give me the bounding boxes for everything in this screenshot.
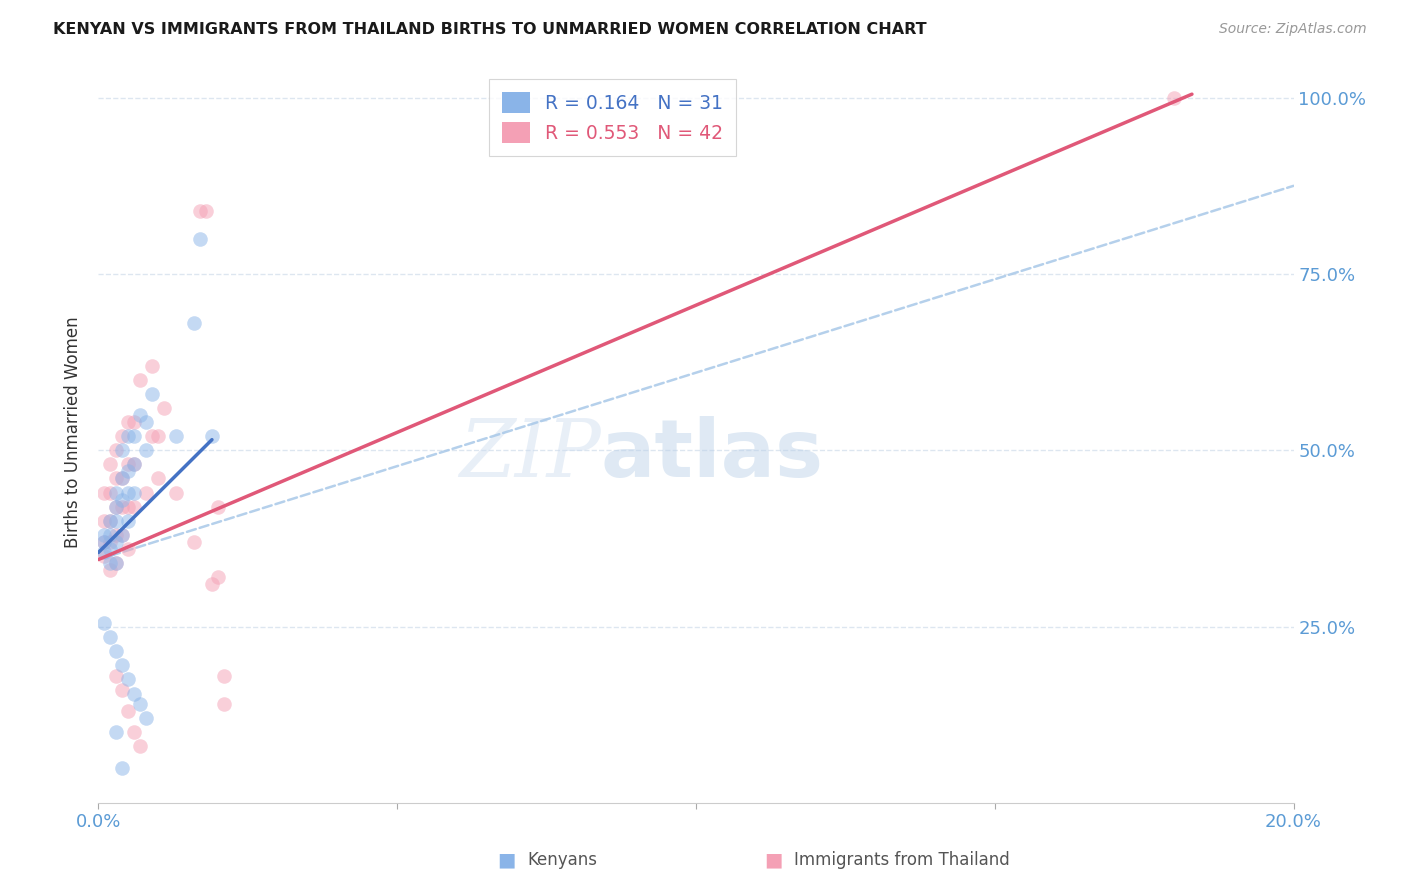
Point xyxy=(124,686,146,700)
Point xyxy=(183,316,205,330)
Point xyxy=(124,485,146,500)
Point xyxy=(105,514,128,528)
Legend: R = 0.164   N = 31, R = 0.553   N = 42: R = 0.164 N = 31, R = 0.553 N = 42 xyxy=(489,79,735,156)
Point xyxy=(111,429,134,443)
Point xyxy=(117,458,139,472)
Point xyxy=(117,500,139,514)
Point xyxy=(105,443,128,458)
Point xyxy=(105,535,128,549)
Point xyxy=(98,485,122,500)
Point xyxy=(105,485,128,500)
Point xyxy=(141,429,163,443)
Point xyxy=(93,514,115,528)
Text: atlas: atlas xyxy=(600,416,824,494)
Point xyxy=(148,429,170,443)
Point xyxy=(141,387,163,401)
Point xyxy=(111,492,134,507)
Point xyxy=(111,658,134,673)
Y-axis label: Births to Unmarried Women: Births to Unmarried Women xyxy=(65,317,83,549)
Point xyxy=(124,725,146,739)
Point xyxy=(135,415,157,429)
Point xyxy=(98,556,122,570)
Point xyxy=(165,485,187,500)
Point xyxy=(201,429,224,443)
Point xyxy=(124,500,146,514)
Point xyxy=(98,458,122,472)
Point xyxy=(93,535,115,549)
Point xyxy=(165,429,187,443)
Point xyxy=(188,203,211,218)
Point xyxy=(153,401,176,415)
Point xyxy=(117,464,139,478)
Point xyxy=(111,471,134,485)
Text: ZIP: ZIP xyxy=(458,416,600,493)
Point xyxy=(135,443,157,458)
Point xyxy=(98,563,122,577)
Point xyxy=(105,500,128,514)
Point xyxy=(111,683,134,698)
Text: KENYAN VS IMMIGRANTS FROM THAILAND BIRTHS TO UNMARRIED WOMEN CORRELATION CHART: KENYAN VS IMMIGRANTS FROM THAILAND BIRTH… xyxy=(53,22,927,37)
Point xyxy=(117,704,139,718)
Point xyxy=(111,471,134,485)
Text: Kenyans: Kenyans xyxy=(527,851,598,869)
Point xyxy=(117,485,139,500)
Point xyxy=(117,514,139,528)
Point xyxy=(111,528,134,542)
Point xyxy=(124,458,146,472)
Point xyxy=(93,615,115,630)
Point xyxy=(98,528,122,542)
Point xyxy=(195,203,218,218)
Text: Immigrants from Thailand: Immigrants from Thailand xyxy=(794,851,1010,869)
Point xyxy=(129,739,152,754)
Point xyxy=(207,570,229,584)
Point xyxy=(129,408,152,422)
Point xyxy=(111,500,134,514)
Point xyxy=(117,429,139,443)
Point xyxy=(129,373,152,387)
Point xyxy=(93,535,115,549)
Point xyxy=(98,630,122,644)
Point xyxy=(98,514,122,528)
Point xyxy=(105,556,128,570)
Point xyxy=(105,556,128,570)
Point xyxy=(105,528,128,542)
Point xyxy=(105,500,128,514)
Point xyxy=(98,535,122,549)
Point xyxy=(183,535,205,549)
Point xyxy=(105,471,128,485)
Point xyxy=(135,485,157,500)
Point xyxy=(93,528,115,542)
Point xyxy=(188,232,211,246)
Point xyxy=(93,545,115,559)
Point xyxy=(98,514,122,528)
Point xyxy=(212,697,235,711)
Point xyxy=(135,711,157,725)
Point xyxy=(207,500,229,514)
Point xyxy=(124,458,146,472)
Text: ■: ■ xyxy=(763,850,783,870)
Point xyxy=(105,725,128,739)
Point xyxy=(124,429,146,443)
Point xyxy=(117,673,139,687)
Point xyxy=(124,415,146,429)
Point xyxy=(93,485,115,500)
Point xyxy=(201,577,224,591)
Point xyxy=(98,541,122,556)
Text: Source: ZipAtlas.com: Source: ZipAtlas.com xyxy=(1219,22,1367,37)
Point xyxy=(105,669,128,683)
Point xyxy=(129,697,152,711)
Point xyxy=(141,359,163,373)
Point xyxy=(117,541,139,556)
Point xyxy=(111,528,134,542)
Point xyxy=(111,760,134,774)
Point xyxy=(148,471,170,485)
Point xyxy=(117,415,139,429)
Point xyxy=(111,443,134,458)
Text: ■: ■ xyxy=(496,850,516,870)
Point xyxy=(1163,91,1185,105)
Point xyxy=(93,549,115,563)
Point xyxy=(212,669,235,683)
Point xyxy=(105,644,128,658)
